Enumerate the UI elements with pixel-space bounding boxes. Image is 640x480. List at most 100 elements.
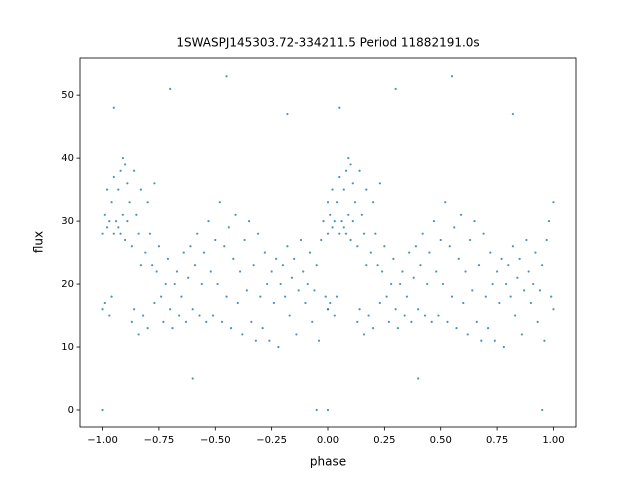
point <box>306 282 309 286</box>
point <box>164 282 167 286</box>
point <box>516 276 519 279</box>
x-tick-label: −1.00 <box>87 435 118 446</box>
point <box>459 213 463 216</box>
point <box>493 339 496 342</box>
point <box>405 295 409 298</box>
point <box>155 270 158 273</box>
point <box>101 308 104 311</box>
point <box>290 276 294 279</box>
y-tick-label: 10 <box>61 342 74 353</box>
point <box>101 408 104 412</box>
y-tick-label: 0 <box>68 405 74 416</box>
point <box>252 264 255 267</box>
point <box>288 314 291 317</box>
point <box>286 112 289 116</box>
point <box>468 238 472 242</box>
point <box>511 245 514 248</box>
point <box>507 264 510 267</box>
point <box>108 314 111 317</box>
point <box>259 295 262 298</box>
x-tick-label: −0.25 <box>256 435 287 446</box>
y-tick-label: 30 <box>61 216 74 227</box>
point <box>394 87 397 90</box>
point <box>315 264 318 267</box>
point <box>412 276 415 279</box>
y-tick-label: 40 <box>61 153 74 164</box>
point <box>326 308 330 311</box>
point <box>362 232 366 235</box>
point <box>227 226 230 229</box>
point <box>441 282 445 286</box>
point <box>137 333 140 336</box>
point <box>311 320 314 323</box>
point <box>552 201 555 204</box>
point <box>509 295 512 298</box>
point <box>275 257 278 260</box>
point <box>344 232 348 235</box>
point <box>320 238 323 242</box>
point <box>532 282 535 286</box>
point <box>220 320 224 323</box>
point <box>144 251 147 254</box>
point <box>180 295 183 298</box>
point <box>117 188 120 191</box>
point <box>216 282 219 286</box>
point <box>182 251 185 254</box>
point <box>419 264 422 267</box>
point <box>520 333 523 336</box>
point <box>399 282 402 286</box>
point <box>268 339 271 342</box>
point <box>184 320 188 323</box>
point <box>302 270 305 273</box>
point <box>247 219 251 223</box>
point <box>308 251 312 254</box>
point <box>550 295 553 298</box>
point <box>297 289 300 292</box>
point <box>527 270 530 273</box>
point <box>245 289 248 292</box>
point <box>432 219 436 223</box>
point <box>119 169 122 172</box>
x-tick-label: 0.00 <box>317 435 339 446</box>
point <box>103 213 106 216</box>
point <box>133 308 136 311</box>
point <box>205 320 208 323</box>
point <box>426 282 429 286</box>
point <box>304 301 307 305</box>
point <box>263 251 266 254</box>
point <box>428 251 431 254</box>
point <box>514 314 517 317</box>
point <box>464 270 467 273</box>
point <box>362 333 366 336</box>
point <box>146 327 149 330</box>
point <box>119 232 122 235</box>
point <box>552 308 555 311</box>
point <box>518 257 521 260</box>
point <box>202 251 206 254</box>
point <box>502 345 505 349</box>
point <box>475 320 478 323</box>
point <box>396 327 399 330</box>
point <box>238 270 242 273</box>
point <box>525 238 528 242</box>
point <box>421 232 424 235</box>
point <box>257 232 260 235</box>
point <box>383 245 386 248</box>
point <box>105 226 109 229</box>
point <box>356 320 359 323</box>
point <box>162 320 165 323</box>
point <box>403 314 406 317</box>
point <box>243 238 246 242</box>
point <box>250 320 253 323</box>
point <box>498 301 501 305</box>
point <box>338 232 341 235</box>
point <box>223 245 226 248</box>
point <box>387 320 390 323</box>
point <box>374 232 377 235</box>
x-tick-label: 0.75 <box>486 435 508 446</box>
point <box>435 270 438 273</box>
point <box>272 301 275 305</box>
point <box>545 238 548 242</box>
point <box>333 314 336 317</box>
